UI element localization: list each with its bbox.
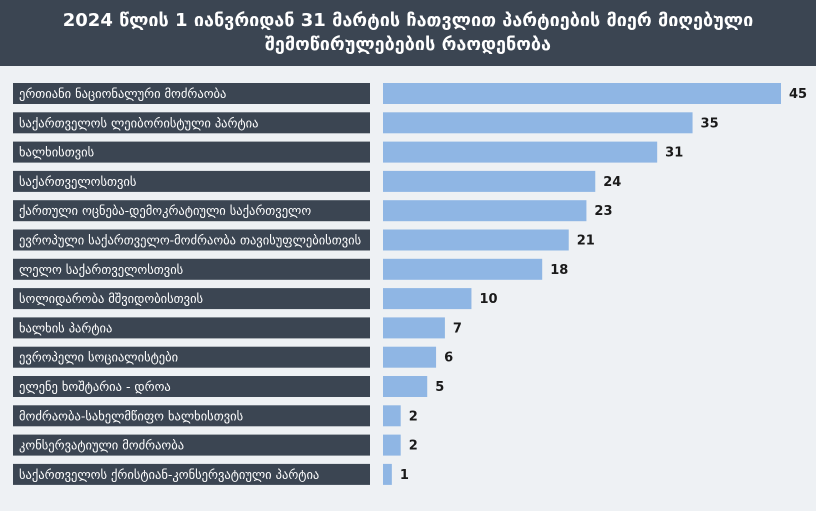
category-label-box (13, 317, 370, 339)
category-label-box (13, 229, 370, 251)
category-label-box (13, 376, 370, 397)
value-label: 31 (665, 146, 683, 161)
category-label: ლელო საქართველოსთვის (19, 262, 183, 277)
category-label-box (13, 405, 370, 427)
category-label-box (13, 112, 370, 134)
bar (383, 288, 472, 310)
category-label-box (13, 288, 370, 310)
category-label: ელენე ხოშტარია - დროა (19, 379, 171, 394)
value-label: 5 (435, 380, 444, 395)
value-label: 10 (479, 292, 497, 307)
bar (383, 170, 596, 192)
category-label: საქართველოსთვის (19, 174, 136, 189)
category-label: ქართული ოცნება-დემოკრატიული საქართველო (19, 203, 311, 218)
category-label-box (13, 346, 370, 368)
category-label: საქართველოს ქრისტიან-კონსერვატიული პარტი… (19, 467, 319, 482)
value-label: 2 (409, 409, 418, 424)
bar (383, 376, 428, 397)
bar (383, 229, 569, 251)
category-label: ხალხისთვის (19, 145, 94, 160)
category-label-box (13, 463, 370, 485)
value-label: 21 (577, 234, 595, 249)
category-label: მოძრაობა-სახელმწიფო ხალხისთვის (19, 408, 243, 423)
value-label: 7 (453, 321, 462, 336)
value-label: 45 (789, 87, 807, 102)
category-label-box (13, 141, 370, 163)
category-label: ევროპელი სოციალისტები (19, 350, 178, 365)
bar (383, 317, 445, 339)
bar (383, 434, 401, 456)
category-label: ხალხის პარტია (19, 320, 112, 335)
category-label: საქართველოს ლეიბორისტული პარტია (19, 115, 258, 130)
value-label: 6 (444, 351, 453, 366)
bar (383, 83, 781, 104)
bar (383, 346, 437, 368)
bar (383, 141, 658, 163)
category-label-box (13, 258, 370, 280)
bar (383, 200, 587, 222)
category-label: ერთიანი ნაციონალური მოძრაობა (19, 86, 226, 101)
category-label: სოლიდარობა მშვიდობისთვის (19, 291, 203, 306)
bar (383, 112, 693, 134)
chart-header: 2024 წლის 1 იანვრიდან 31 მარტის ჩათვლით … (0, 0, 816, 66)
category-label-box (13, 200, 370, 222)
category-label: კონსერვატიული მოძრაობა (19, 438, 184, 453)
chart-panel: ერთიანი ნაციონალური მოძრაობა 45 საქართველო… (0, 66, 816, 511)
value-label: 1 (400, 468, 409, 483)
bar (383, 258, 543, 280)
value-label: 35 (701, 116, 719, 131)
value-label: 24 (603, 175, 621, 190)
bar (383, 405, 401, 427)
value-label: 2 (409, 439, 418, 454)
category-label-box (13, 83, 370, 104)
chart-title: 2024 წლის 1 იანვრიდან 31 მარტის ჩათვლით … (62, 10, 754, 55)
value-label: 18 (550, 263, 568, 278)
category-label-box (13, 170, 370, 192)
category-label-box (13, 434, 370, 456)
category-label: ევროპული საქართველო-მოძრაობა თავისუფლები… (19, 233, 361, 248)
bar (383, 463, 392, 485)
bar-chart: ერთიანი ნაციონალური მოძრაობა 45 საქართველო… (13, 83, 807, 485)
value-label: 23 (594, 204, 612, 219)
